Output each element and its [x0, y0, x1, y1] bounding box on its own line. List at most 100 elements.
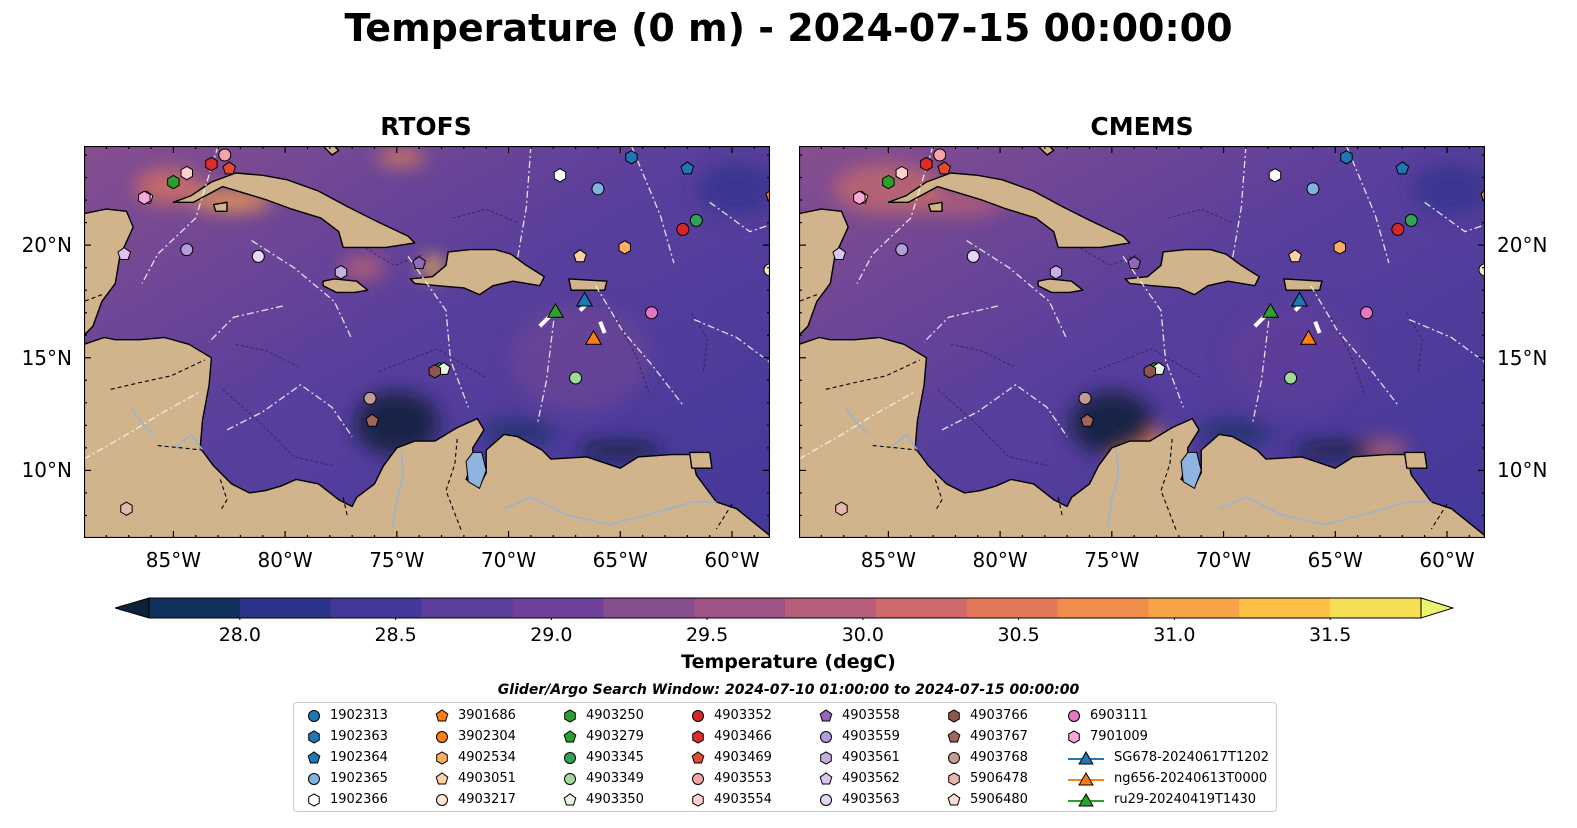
legend-argo-marker [820, 793, 832, 806]
legend-argo-marker [1068, 709, 1080, 722]
legend-label: 4903553 [714, 771, 772, 786]
argo-float-4903766 [1143, 364, 1157, 379]
legend-label: 4903279 [586, 729, 644, 744]
argo-float-4903469 [222, 161, 237, 175]
map-panel-rtofs [84, 146, 770, 538]
legend-label: 4903561 [842, 750, 900, 765]
argo-float-4903562 [832, 246, 847, 260]
legend-item-4903558: 4903558 [818, 705, 900, 726]
colorbar-tick-label: 29.0 [530, 624, 573, 646]
legend-marker-icon [820, 793, 832, 806]
legend-label: 4903350 [586, 792, 644, 807]
legend-marker-icon [819, 708, 833, 721]
colorbar-extend-low [115, 597, 150, 619]
legend-marker-icon [436, 730, 448, 743]
legend-label: 4903250 [586, 708, 644, 723]
legend-argo-marker [947, 729, 961, 742]
argo-float-4903466 [920, 156, 933, 172]
legend-label: 4903767 [970, 729, 1028, 744]
colorbar-bin [239, 598, 332, 618]
legend-label: 4903217 [458, 792, 516, 807]
land-pinos [212, 201, 228, 212]
colorbar-extend-high [1420, 597, 1455, 619]
argo-float-4903559 [180, 243, 194, 257]
legend-argo-marker [435, 708, 449, 721]
legend-argo-marker [564, 751, 576, 764]
legend-label: 4903558 [842, 708, 900, 723]
argo-float-6903111 [1360, 306, 1374, 320]
legend-label: 5906480 [970, 792, 1028, 807]
legend-item-1902366: 1902366 [306, 789, 388, 810]
legend-label: 5906478 [970, 771, 1028, 786]
x-tick-label: 70°W [480, 548, 537, 572]
glider-ru29-20240419T1430 [546, 302, 565, 318]
argo-float-4902534 [1333, 240, 1346, 255]
legend-label: 4902534 [458, 750, 516, 765]
x-tick-label: 75°W [1084, 548, 1140, 572]
land-andros [322, 146, 340, 156]
land-puertorico [1283, 278, 1323, 291]
x-tick-label: 85°W [860, 548, 916, 572]
legend-argo-marker [436, 793, 448, 806]
argo-float-4903250 [882, 174, 895, 190]
legend-marker-icon [1068, 729, 1080, 744]
land-yucatan [799, 208, 849, 336]
argo-float-4903217 [1478, 263, 1485, 277]
glider-SG678-20240617T1202 [575, 291, 594, 307]
y-tick-label-left: 10°N [21, 458, 72, 483]
legend-item-4903562: 4903562 [818, 768, 900, 789]
y-tick-label-left: 15°N [21, 345, 72, 370]
argo-float-1902365 [1306, 182, 1320, 196]
legend-item-5906478: 5906478 [946, 768, 1028, 789]
legend-label: 4903562 [842, 771, 900, 786]
colorbar-tick-label: 28.0 [218, 624, 261, 646]
glider-ng656-20240613T0000 [584, 329, 603, 345]
legend-item-4903554: 4903554 [690, 789, 772, 810]
argo-float-4903554 [180, 165, 194, 181]
legend-item-4903768: 4903768 [946, 747, 1028, 768]
legend-argo-marker [948, 771, 960, 786]
legend-marker-icon [563, 729, 577, 742]
argo-float-4903553 [933, 148, 947, 162]
argo-float-1902363 [625, 150, 638, 165]
legend-item-4903469: 4903469 [690, 747, 772, 768]
glider-SG678-20240617T1202 [1290, 291, 1309, 307]
colorbar-tick-label: 30.0 [841, 624, 885, 646]
legend-label: 4903345 [586, 750, 644, 765]
land-jamaica [322, 278, 369, 294]
legend-marker-icon [308, 772, 320, 785]
argo-float-4903554 [895, 165, 909, 181]
legend-marker-icon [563, 792, 577, 805]
colorbar-bin [1148, 598, 1240, 618]
argo-float-1902365 [591, 182, 605, 196]
colorbar-tick-label: 29.5 [685, 624, 729, 646]
legend-marker-icon [947, 729, 961, 742]
legend-label: 4903352 [714, 708, 772, 723]
argo-float-4903558 [412, 255, 427, 269]
legend-glider-marker [1078, 750, 1094, 764]
legend-marker-icon [948, 708, 960, 723]
legend-argo-marker [307, 750, 321, 763]
legend-marker-icon [436, 793, 448, 806]
x-tick-label: 80°W [972, 548, 1028, 572]
legend-marker-icon [436, 750, 448, 765]
legend-label: 4903554 [714, 792, 772, 807]
legend-marker-icon [564, 708, 576, 723]
panel-title-rtofs: RTOFS [380, 112, 472, 141]
colorbar-tick-label: 28.5 [374, 624, 417, 646]
legend-argo-marker [948, 751, 960, 764]
legend: 1902313 1902363 1902364 1902365 1902366 39016… [293, 702, 1277, 812]
legend-label: 3901686 [458, 708, 516, 723]
colorbar-bin [1057, 598, 1150, 618]
colorbar-bin [330, 598, 423, 618]
lake-maracaibo [1180, 451, 1202, 490]
argo-float-1902366 [1268, 168, 1282, 183]
argo-float-4903768 [363, 391, 377, 405]
legend-label: 4903766 [970, 708, 1028, 723]
legend-marker-icon [692, 729, 704, 744]
argo-float-1902366 [553, 168, 567, 183]
y-tick-label-right: 20°N [1497, 233, 1548, 258]
legend-argo-marker [563, 792, 577, 805]
legend-item-4903563: 4903563 [818, 789, 900, 810]
legend-marker-icon [819, 771, 833, 784]
